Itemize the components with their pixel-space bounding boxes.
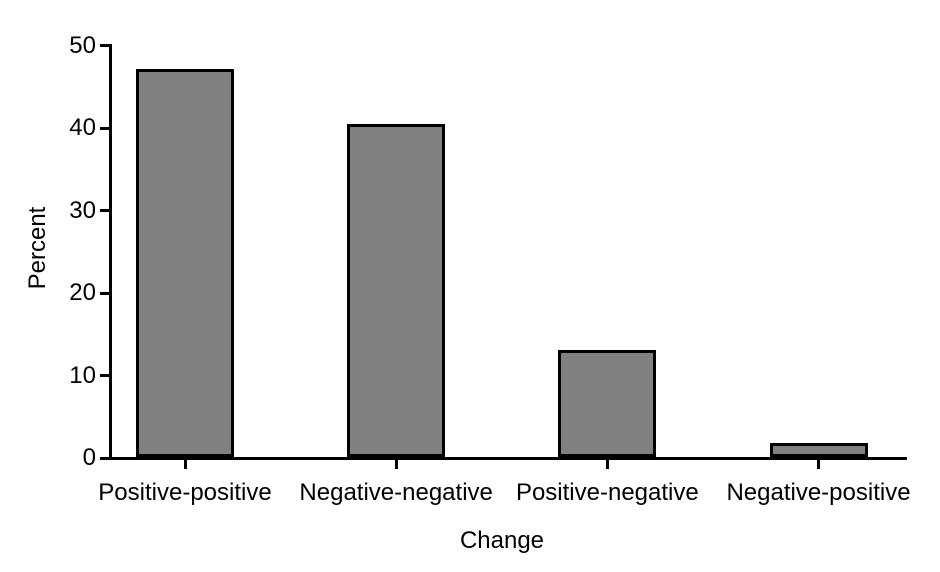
y-tick-mark [100, 209, 109, 212]
bar-negative-negative [347, 124, 446, 457]
bar-positive-negative [558, 350, 657, 457]
y-tick-mark [100, 291, 109, 295]
x-category-label: Negative-positive [726, 479, 911, 506]
x-category-label: Positive-negative [515, 479, 699, 506]
y-tick-label: 0 [82, 444, 96, 471]
y-tick-label: 40 [69, 114, 96, 141]
y-tick-mark [100, 44, 109, 47]
y-tick-label: 30 [69, 196, 96, 224]
y-axis-title: Percent [24, 206, 51, 290]
x-category-label: Positive-positive [98, 479, 272, 506]
y-tick-mark [100, 456, 109, 460]
y-tick-label: 50 [69, 31, 96, 59]
x-axis-title: Change [459, 527, 545, 554]
bar-negative-positive [769, 443, 868, 457]
y-tick-label: 20 [69, 279, 96, 306]
y-tick-mark [100, 374, 109, 377]
x-tick-mark [817, 460, 820, 469]
x-tick-mark [605, 460, 609, 469]
x-tick-mark [394, 460, 398, 469]
x-axis-line [109, 457, 907, 460]
x-tick-mark [183, 460, 187, 469]
x-category-label: Negative-negative [299, 479, 493, 506]
bar-positive-positive [136, 69, 234, 457]
y-tick-mark [100, 126, 109, 130]
y-tick-label: 10 [69, 361, 96, 389]
y-axis-line [109, 44, 112, 460]
